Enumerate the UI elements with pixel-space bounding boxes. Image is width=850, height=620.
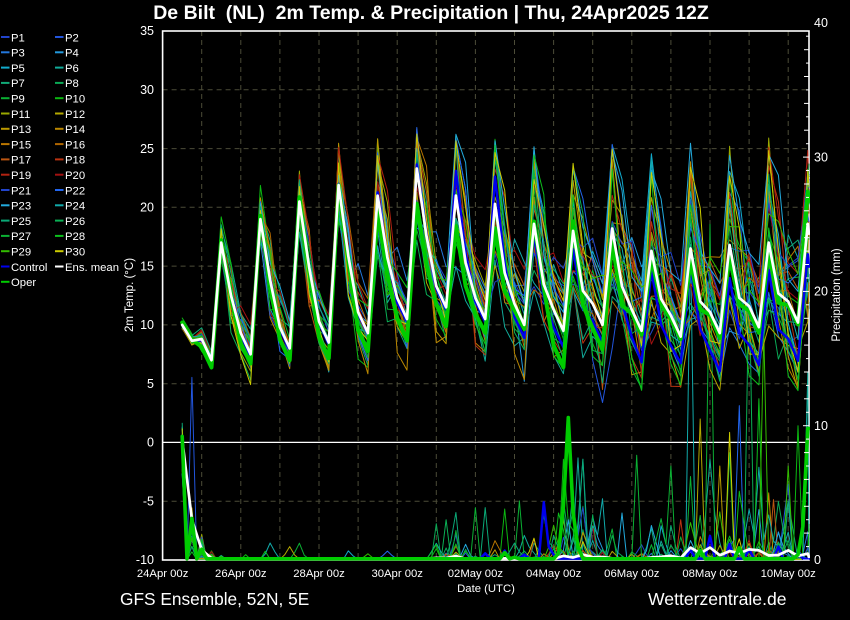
svg-text:20: 20: [814, 285, 828, 299]
svg-text:P19: P19: [11, 170, 31, 182]
svg-text:26Apr 00z: 26Apr 00z: [215, 568, 267, 580]
svg-text:-10: -10: [136, 553, 154, 567]
svg-text:10May 00z: 10May 00z: [761, 568, 817, 580]
svg-text:Wetterzentrale.de: Wetterzentrale.de: [648, 589, 787, 609]
svg-text:04May 00z: 04May 00z: [526, 568, 582, 580]
svg-text:Control: Control: [11, 262, 47, 274]
svg-text:20: 20: [140, 201, 154, 215]
svg-text:P21: P21: [11, 185, 31, 197]
svg-text:P27: P27: [11, 231, 31, 243]
svg-text:P20: P20: [65, 170, 85, 182]
svg-text:10: 10: [140, 318, 154, 332]
svg-text:P1: P1: [11, 32, 25, 44]
svg-text:28Apr 00z: 28Apr 00z: [293, 568, 345, 580]
svg-text:GFS Ensemble, 52N, 5E: GFS Ensemble, 52N, 5E: [120, 589, 309, 609]
svg-text:10: 10: [814, 419, 828, 433]
svg-text:P7: P7: [11, 78, 25, 90]
svg-text:P4: P4: [65, 48, 79, 60]
svg-text:0: 0: [147, 436, 154, 450]
svg-text:P15: P15: [11, 139, 31, 151]
svg-text:P12: P12: [65, 109, 85, 121]
svg-text:P11: P11: [11, 109, 30, 121]
svg-text:24Apr 00z: 24Apr 00z: [137, 568, 189, 580]
svg-text:15: 15: [140, 259, 154, 273]
svg-text:P22: P22: [65, 185, 85, 197]
svg-text:Precipitation (mm): Precipitation (mm): [831, 248, 843, 341]
svg-text:P13: P13: [11, 124, 31, 136]
svg-text:40: 40: [814, 16, 828, 30]
svg-text:2m Temp. (°C): 2m Temp. (°C): [124, 258, 136, 332]
svg-text:-5: -5: [143, 494, 154, 508]
svg-text:P29: P29: [11, 247, 31, 259]
svg-text:P25: P25: [11, 216, 31, 228]
svg-text:Ens. mean: Ens. mean: [65, 262, 119, 274]
svg-text:P2: P2: [65, 32, 79, 44]
svg-text:30: 30: [140, 83, 154, 97]
svg-text:P26: P26: [65, 216, 85, 228]
svg-text:P16: P16: [65, 139, 85, 151]
svg-text:30Apr 00z: 30Apr 00z: [371, 568, 423, 580]
svg-text:P9: P9: [11, 94, 25, 106]
svg-text:P3: P3: [11, 48, 25, 60]
svg-text:P10: P10: [65, 94, 85, 106]
svg-text:P8: P8: [65, 78, 79, 90]
svg-text:35: 35: [140, 24, 154, 38]
svg-text:30: 30: [814, 150, 828, 164]
svg-text:Date (UTC): Date (UTC): [457, 583, 515, 595]
svg-text:5: 5: [147, 377, 154, 391]
svg-text:P6: P6: [65, 63, 79, 75]
svg-text:P23: P23: [11, 201, 31, 213]
svg-text:08May 00z: 08May 00z: [682, 568, 738, 580]
svg-text:P24: P24: [65, 201, 85, 213]
svg-text:P30: P30: [65, 247, 85, 259]
svg-text:P28: P28: [65, 231, 85, 243]
svg-text:25: 25: [140, 142, 154, 156]
svg-text:De Bilt (NL) 2m Temp. & Prec: De Bilt (NL) 2m Temp. & Precipitation | …: [153, 2, 709, 24]
svg-text:02May 00z: 02May 00z: [448, 568, 504, 580]
svg-text:P18: P18: [65, 155, 85, 167]
svg-text:P14: P14: [65, 124, 85, 136]
svg-text:P5: P5: [11, 63, 25, 75]
svg-text:Oper: Oper: [11, 277, 36, 289]
svg-text:0: 0: [814, 553, 821, 567]
svg-text:P17: P17: [11, 155, 31, 167]
svg-text:06May 00z: 06May 00z: [604, 568, 660, 580]
